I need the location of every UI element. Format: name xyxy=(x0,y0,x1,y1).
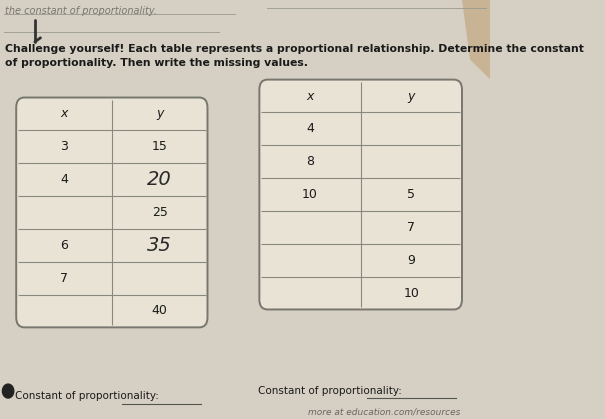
Text: 7: 7 xyxy=(407,221,415,234)
Text: 15: 15 xyxy=(152,140,168,153)
Text: 35: 35 xyxy=(147,236,172,255)
Text: y: y xyxy=(408,90,415,103)
Text: 10: 10 xyxy=(302,188,318,201)
Polygon shape xyxy=(462,0,490,80)
Text: x: x xyxy=(60,107,68,120)
Text: 3: 3 xyxy=(60,140,68,153)
Text: 8: 8 xyxy=(306,155,314,168)
Text: Challenge yourself! Each table represents a proportional relationship. Determine: Challenge yourself! Each table represent… xyxy=(5,44,584,54)
Text: Constant of proportionality:: Constant of proportionality: xyxy=(15,391,159,401)
Circle shape xyxy=(2,384,14,398)
Text: 40: 40 xyxy=(152,305,168,318)
Text: 25: 25 xyxy=(152,206,168,219)
Text: 4: 4 xyxy=(306,122,314,135)
Text: 20: 20 xyxy=(147,170,172,189)
Text: Constant of proportionality:: Constant of proportionality: xyxy=(258,386,402,396)
Text: 6: 6 xyxy=(60,239,68,252)
Text: 4: 4 xyxy=(60,173,68,186)
Text: of proportionality. Then write the missing values.: of proportionality. Then write the missi… xyxy=(5,58,308,68)
Text: 5: 5 xyxy=(407,188,415,201)
Text: more at education.com/resources: more at education.com/resources xyxy=(308,408,460,417)
FancyBboxPatch shape xyxy=(260,80,462,310)
Text: y: y xyxy=(156,107,163,120)
FancyBboxPatch shape xyxy=(16,98,208,327)
Text: 9: 9 xyxy=(407,254,415,267)
Text: 10: 10 xyxy=(404,287,419,300)
Text: the constant of proportionality.: the constant of proportionality. xyxy=(5,6,157,16)
Text: x: x xyxy=(306,90,314,103)
Text: 7: 7 xyxy=(60,272,68,285)
